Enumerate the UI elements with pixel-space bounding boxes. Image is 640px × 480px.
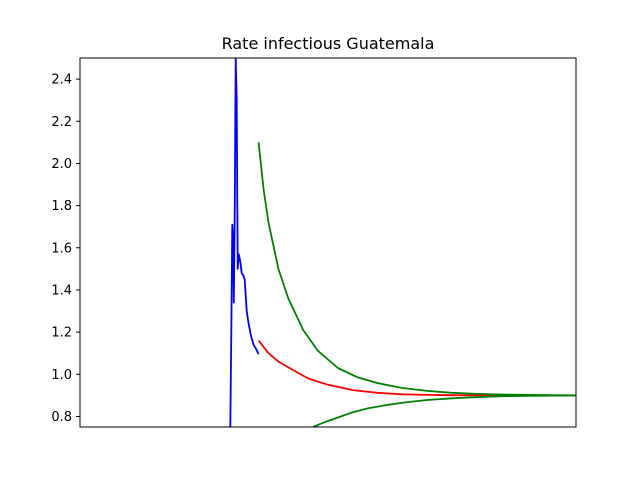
series-line-1 [229, 58, 260, 427]
y-tick-label: 0.8 [51, 410, 72, 425]
plot-frame [79, 57, 577, 428]
y-tick-label: 1.4 [51, 283, 72, 298]
y-tick-label: 2.2 [51, 115, 72, 130]
series-line-4 [312, 394, 576, 427]
plot-area [229, 58, 576, 427]
y-tick-label: 1.0 [51, 368, 72, 383]
y-tick-label: 1.2 [51, 326, 72, 341]
y-tick-label: 2.4 [51, 73, 72, 88]
chart-title: Rate infectious Guatemala [222, 34, 435, 53]
y-tick-label: 1.6 [51, 241, 72, 256]
y-tick-label: 2.0 [51, 157, 72, 172]
series-line-3 [257, 142, 576, 397]
y-axis: 0.8 1.0 1.2 1.4 1.6 1.8 2.0 2.2 2.4 [51, 73, 80, 425]
y-tick-label: 1.8 [51, 199, 72, 214]
